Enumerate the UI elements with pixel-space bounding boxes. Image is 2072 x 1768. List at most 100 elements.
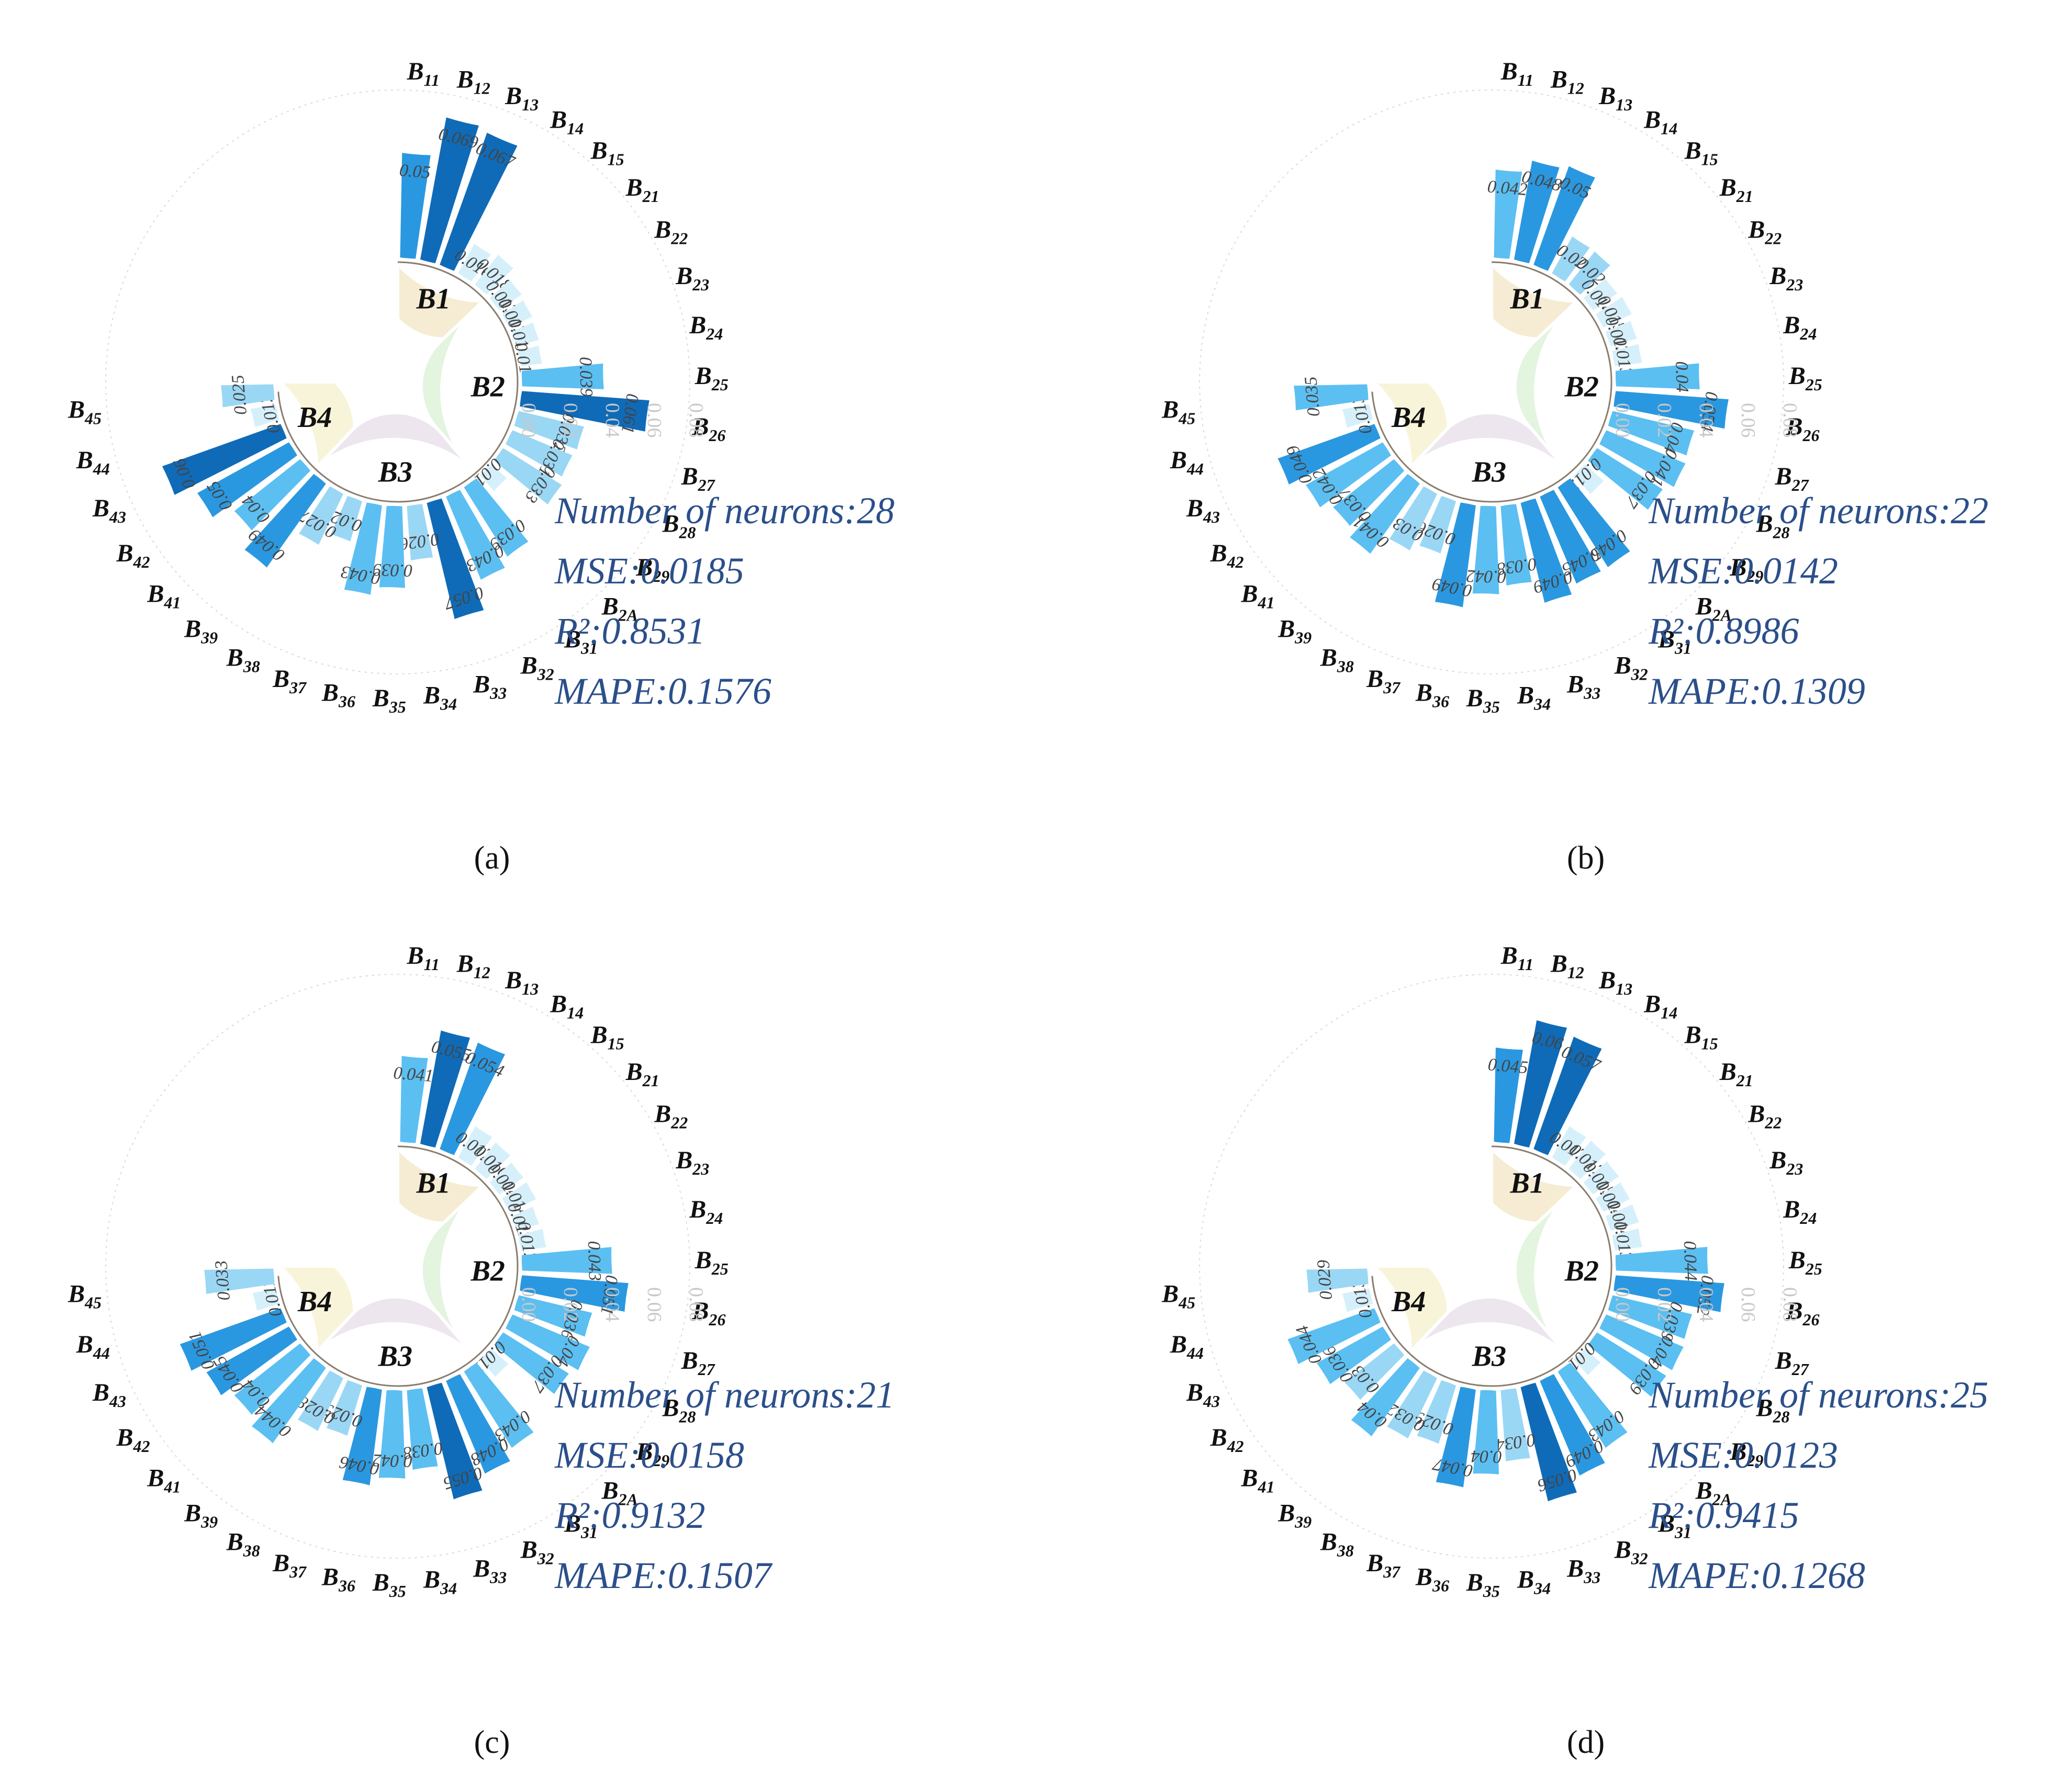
category-label: B32 bbox=[520, 1536, 554, 1568]
metric-text: MSE:0.0185 bbox=[554, 550, 744, 592]
axis-tick: 0.00 bbox=[518, 1287, 540, 1322]
group-rim bbox=[1371, 261, 1612, 503]
bar-B32 bbox=[446, 1374, 510, 1474]
group-label-B4: B4 bbox=[1391, 1286, 1426, 1318]
bar-B35 bbox=[378, 1390, 406, 1479]
bar-B39 bbox=[244, 474, 326, 568]
group-label-B1: B1 bbox=[1509, 1167, 1544, 1200]
value-label: 0.033 bbox=[211, 1260, 234, 1301]
bar-B41 bbox=[234, 1343, 311, 1415]
bar-B32 bbox=[1540, 1374, 1605, 1476]
metric-text: R²:0.8986 bbox=[1648, 610, 1799, 652]
category-label: B13 bbox=[505, 966, 539, 998]
category-label: B41 bbox=[1240, 580, 1274, 612]
bar-B38 bbox=[299, 486, 344, 545]
group-label-B3: B3 bbox=[378, 456, 412, 488]
bar-B42 bbox=[197, 442, 297, 517]
bar-B34 bbox=[1500, 1388, 1530, 1462]
category-label: B14 bbox=[1643, 990, 1677, 1022]
metric-text: R²:0.8531 bbox=[554, 610, 705, 652]
axis-tick: 0.02 bbox=[559, 403, 581, 438]
bar-B13 bbox=[1533, 1037, 1602, 1155]
category-label: B24 bbox=[1783, 1196, 1817, 1228]
category-label: B42 bbox=[1209, 539, 1244, 571]
bar-B39 bbox=[1350, 474, 1420, 554]
category-label: B11 bbox=[407, 58, 440, 89]
bar-B12 bbox=[420, 117, 479, 264]
metric-text: MAPE:0.1507 bbox=[554, 1555, 773, 1596]
category-label: B33 bbox=[1566, 1555, 1600, 1587]
bar-B39 bbox=[1351, 1358, 1420, 1437]
category-label: B12 bbox=[456, 66, 490, 98]
category-label: B44 bbox=[76, 446, 110, 478]
outer-guide bbox=[1199, 974, 1784, 1559]
category-label: B24 bbox=[689, 311, 723, 343]
value-label: 0.041 bbox=[393, 1063, 434, 1086]
bar-B15 bbox=[1569, 251, 1610, 295]
group-label-B2: B2 bbox=[1564, 1255, 1599, 1287]
group-label-B3: B3 bbox=[1472, 456, 1506, 488]
bar-B21 bbox=[1583, 278, 1618, 310]
bar-B38 bbox=[1387, 1370, 1438, 1439]
bar-B43 bbox=[180, 1308, 287, 1371]
bar-B44 bbox=[250, 404, 279, 427]
bar-B42 bbox=[206, 1326, 297, 1395]
bar-B24 bbox=[1612, 1228, 1642, 1251]
outer-guide bbox=[105, 89, 690, 674]
category-label: B36 bbox=[1415, 1563, 1449, 1595]
category-label: B21 bbox=[625, 174, 659, 206]
metric-text: MAPE:0.1268 bbox=[1648, 1555, 1865, 1596]
panel-a: B1B2B3B40.05B110.069B120.067B130.016B140… bbox=[68, 58, 894, 876]
category-label: B38 bbox=[1320, 1528, 1354, 1560]
axis-tick: 0.00 bbox=[1611, 403, 1633, 438]
category-label: B34 bbox=[423, 682, 457, 714]
metric-text: MSE:0.0123 bbox=[1648, 1434, 1838, 1476]
value-label: 0.04 bbox=[1672, 361, 1692, 392]
axis-tick: 0.06 bbox=[1737, 1287, 1759, 1322]
value-label: 0.042 bbox=[372, 1450, 412, 1471]
category-label: B37 bbox=[1366, 665, 1401, 697]
group-label-B1: B1 bbox=[416, 1167, 450, 1200]
category-label: B33 bbox=[473, 1555, 507, 1587]
bar-B11 bbox=[1494, 170, 1522, 259]
bar-B14 bbox=[1552, 1126, 1586, 1166]
bar-B22 bbox=[1596, 297, 1632, 328]
bar-B22 bbox=[502, 300, 533, 328]
bar-B21 bbox=[489, 279, 522, 310]
category-label: B14 bbox=[1643, 106, 1677, 138]
metric-text: R²:0.9132 bbox=[554, 1494, 705, 1536]
bar-B45 bbox=[1306, 1268, 1369, 1293]
bar-B31 bbox=[464, 478, 529, 557]
category-label: B12 bbox=[1550, 950, 1584, 982]
axis-tick: 0.04 bbox=[601, 1287, 623, 1322]
bar-B42 bbox=[1305, 442, 1391, 508]
bar-B41 bbox=[1345, 1343, 1405, 1400]
value-label: 0.029 bbox=[1314, 1259, 1336, 1300]
category-label: B44 bbox=[1170, 1331, 1204, 1362]
category-label: B43 bbox=[92, 1379, 126, 1411]
axis-tick: 0.02 bbox=[1653, 1287, 1675, 1322]
bar-B44 bbox=[1342, 404, 1373, 428]
bar-B2A bbox=[1574, 1348, 1601, 1376]
bar-B12 bbox=[1514, 1020, 1567, 1148]
category-label: B35 bbox=[372, 684, 406, 716]
panel-caption: (c) bbox=[474, 1725, 510, 1760]
bar-B28 bbox=[506, 430, 573, 477]
axis-tick: 0.02 bbox=[1653, 403, 1675, 438]
category-label: B37 bbox=[272, 665, 307, 697]
category-label: B26 bbox=[1785, 1297, 1819, 1329]
category-label: B15 bbox=[1684, 1021, 1718, 1053]
category-label: B23 bbox=[1769, 262, 1803, 294]
bar-B41 bbox=[234, 459, 311, 531]
bar-B39 bbox=[252, 1358, 326, 1444]
bar-B23 bbox=[511, 1207, 540, 1231]
bar-B36 bbox=[344, 502, 382, 595]
category-label: B25 bbox=[695, 362, 729, 394]
bar-B26 bbox=[520, 391, 649, 432]
category-label: B32 bbox=[1614, 1536, 1648, 1568]
metric-text: Number of neurons:25 bbox=[1648, 1374, 1988, 1416]
category-label: B29 bbox=[1729, 1438, 1763, 1470]
bar-B15 bbox=[1569, 1140, 1606, 1179]
bar-B44 bbox=[1342, 1288, 1373, 1312]
group-rim bbox=[277, 1145, 519, 1387]
